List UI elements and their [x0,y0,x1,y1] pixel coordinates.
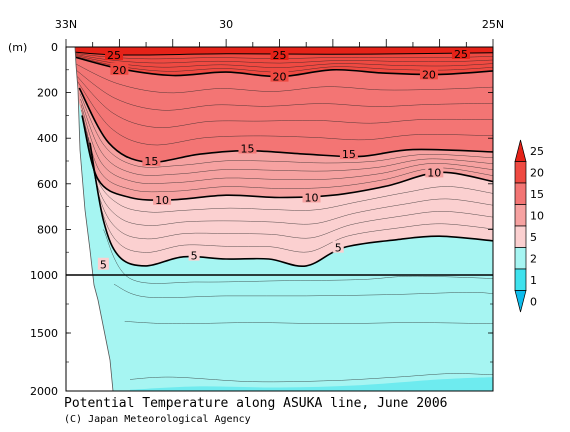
contour-label: 20 [422,68,436,81]
y-tick-label: 2000 [30,385,58,398]
y-tick-label: 0 [51,41,58,54]
colorbar-label: 0 [530,295,537,308]
thin-isotherm [75,75,493,128]
contour-label-bg [142,154,161,166]
contour-label: 5 [100,259,107,272]
thin-isotherm [81,109,493,193]
thin-isotherm [79,93,493,168]
contour-label-bg [153,192,172,205]
colorbar-cell-bottom [514,290,527,313]
contour-label-bg [425,165,444,178]
contour-label: 25 [454,48,468,61]
contour-label: 20 [273,71,287,84]
contour-label: 10 [155,194,169,207]
thin-isotherm [88,137,493,253]
contour-label-bg [270,69,289,82]
thin-isotherm-deep [124,321,493,324]
colorbar-label: 2 [530,252,537,265]
contour-label-bg [419,67,438,80]
colorbar-cell [514,225,527,248]
contour-label: 15 [342,148,356,161]
colorbar-cell [514,268,527,291]
thin-isotherm [80,98,493,176]
colorbar-label: 5 [530,231,537,244]
contour-label-bg [97,257,109,270]
x-tick-label: 30 [219,18,233,31]
colorbar-cell [514,182,527,205]
contour-label: 15 [240,142,254,155]
contour-label-bg [332,240,344,253]
continental-slope-seafloor [66,47,113,391]
contour-label-bg [105,47,124,60]
colorbar-label: 1 [530,274,537,287]
colorbar-label: 15 [530,188,544,201]
thin-isotherm [83,120,493,213]
colorbar-cell-top [514,139,527,162]
thin-isotherm [77,81,493,146]
y-tick-label: 600 [37,178,58,191]
contour-label: 10 [305,191,319,204]
contour-label-bg [270,47,289,60]
x-tick-label: 33N [55,18,77,31]
seafloor-edge [74,47,114,391]
y-tick-label: 400 [37,132,58,145]
bottom-water-patch [130,377,493,391]
y-tick-label: 800 [37,223,58,236]
contour-label: 5 [191,250,198,263]
x-tick-label: 25N [482,18,504,31]
colorbar-cell [514,204,527,227]
y-tick-label: 1500 [30,327,58,340]
chart-title: Potential Temperature along ASUKA line, … [64,396,448,411]
colorbar-label: 25 [530,145,544,158]
contour-label-bg [339,147,358,160]
contour-label-bg [188,248,200,261]
contour-label: 10 [427,166,441,179]
isotherm-10 [81,115,493,201]
contour-label: 25 [273,49,287,62]
contour-label: 5 [335,242,342,255]
thin-isotherm [69,53,493,64]
thin-isotherm [74,68,493,111]
thin-isotherm [72,62,493,94]
contour-label-bg [110,62,129,75]
y-tick-label: 1000 [30,269,58,282]
thin-isotherm-deep [103,229,493,284]
contour-label-bg [302,190,321,203]
thin-isotherm-deep [129,373,493,383]
isotherm-5 [89,142,493,267]
contour-label-bg [238,141,257,154]
colorbar-cell [514,247,527,270]
thin-isotherm-deep [113,284,493,298]
thin-isotherm [80,104,493,184]
contour-label: 15 [144,155,158,168]
contour-label: 20 [112,64,126,77]
colorbar-label: 10 [530,209,544,222]
y-axis-unit: (m) [8,41,27,54]
copyright-credit: (C) Japan Meteorological Agency [64,414,251,425]
contour-label: 25 [107,49,121,62]
colorbar-label: 20 [530,166,544,179]
contour-label-bg [451,47,470,59]
colorbar-cell [514,161,527,184]
thin-isotherm [86,131,493,240]
y-tick-label: 200 [37,87,58,100]
thin-isotherm [84,126,493,226]
